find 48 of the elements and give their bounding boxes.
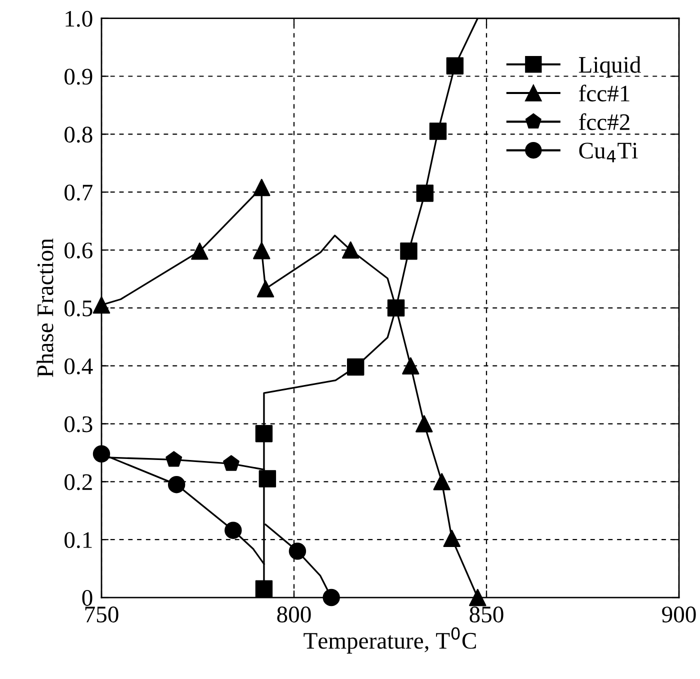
- x-tick-label: 900: [662, 606, 696, 622]
- point: [416, 415, 433, 432]
- y-tick-label: 0.3: [64, 416, 92, 432]
- point: [346, 358, 364, 376]
- y-axis-title: Phase Fraction: [36, 238, 54, 378]
- point: [253, 178, 270, 196]
- legend-label: fcc#1: [578, 84, 630, 102]
- point: [322, 588, 340, 606]
- point: [416, 184, 434, 202]
- point: [255, 580, 273, 598]
- point: [402, 357, 420, 374]
- point: [342, 241, 360, 259]
- y-tick-label: 0.5: [64, 300, 92, 316]
- point: [256, 280, 274, 298]
- point: [168, 476, 186, 494]
- point: [469, 588, 486, 606]
- point: [443, 530, 460, 548]
- y-tick-label: 0: [82, 590, 92, 606]
- point: [433, 473, 450, 490]
- point: [223, 455, 240, 471]
- legend-label: Liquid: [578, 56, 641, 78]
- x-axis-title: Temperature, T$^{0}$C: [304, 627, 476, 654]
- point: [387, 299, 405, 317]
- point: [255, 424, 273, 442]
- legend-label: fcc#2: [578, 113, 630, 130]
- point: [92, 445, 110, 462]
- x-tick-label: 750: [85, 606, 118, 622]
- y-tick-label: 0.8: [64, 126, 92, 143]
- point: [288, 542, 306, 560]
- y-tick-label: 1.0: [66, 10, 92, 27]
- point: [92, 296, 110, 314]
- point: [446, 57, 464, 74]
- legend-label: Cu$_{4}$Ti: [579, 142, 638, 162]
- y-tick-label: 0.7: [64, 184, 92, 201]
- point: [258, 470, 276, 488]
- point: [224, 522, 242, 539]
- x-tick-label: 800: [277, 606, 311, 622]
- point: [400, 242, 418, 260]
- y-tick-label: 0.1: [64, 532, 92, 548]
- point: [429, 122, 447, 140]
- y-tick-label: 0.6: [64, 242, 92, 259]
- point: [253, 242, 270, 260]
- x-tick-label: 850: [470, 606, 504, 622]
- y-tick-label: 0.2: [64, 474, 92, 490]
- point: [191, 242, 208, 260]
- y-tick-label: 0.4: [64, 358, 93, 374]
- point: [166, 451, 182, 467]
- y-tick-label: 0.9: [64, 68, 92, 85]
